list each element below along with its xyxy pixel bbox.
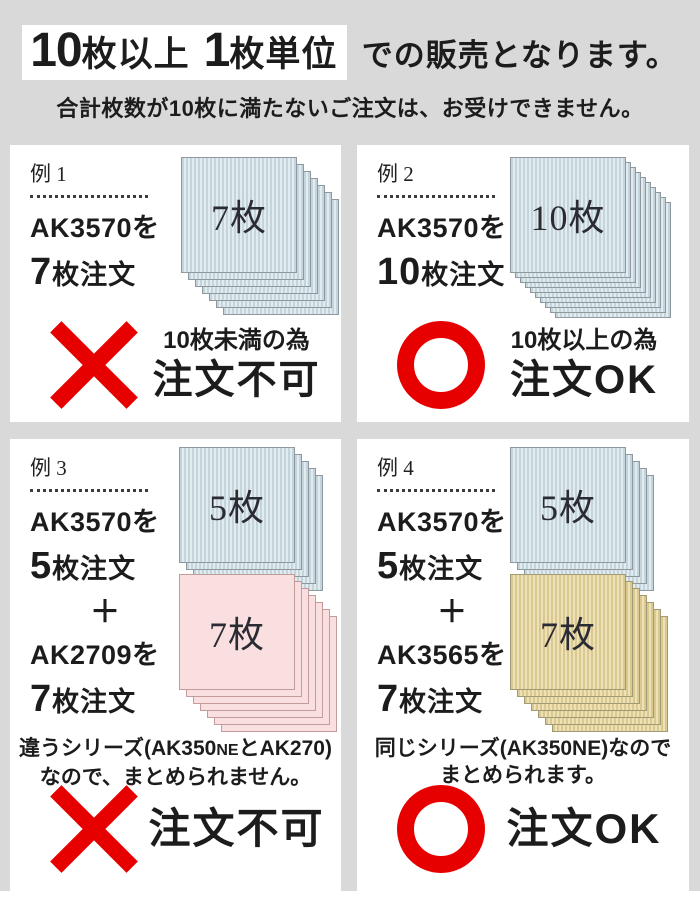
example-4-order: AK3570を 5枚注文 ＋ AK3565を 7枚注文 xyxy=(377,501,689,725)
sheet-count-label: 7枚 xyxy=(208,615,265,655)
product-code: AK2709を xyxy=(30,640,160,670)
example-3-label: 例 3 xyxy=(30,452,148,492)
verdict-text: 注文不可 xyxy=(138,805,335,853)
verdict-text: 注文OK xyxy=(485,805,683,853)
example-1-order: AK3570を 7枚注文 xyxy=(30,207,341,298)
subtitle: 合計枚数が10枚に満たないご注文は、お受けできません。 xyxy=(56,96,644,121)
verdict-reason: 10枚未満の為 xyxy=(163,327,310,354)
step-quantity-number: 1 xyxy=(203,24,231,77)
step-quantity-unit: 枚単位 xyxy=(229,35,338,74)
example-4-verdict: 注文OK xyxy=(371,785,683,873)
sheet-stack: 7枚 xyxy=(510,574,668,732)
verdict-text: 10枚未満の為 注文不可 xyxy=(138,326,335,404)
sheet-count-label: 5枚 xyxy=(208,488,265,528)
product-code: AK3570を xyxy=(377,507,507,537)
example-4-panel: 例 4 AK3570を 5枚注文 ＋ AK3565を 7枚注文 5枚 7枚 同じ… xyxy=(357,439,689,891)
min-quantity-unit: 枚以上 xyxy=(81,35,190,74)
verdict-result: 注文不可 xyxy=(148,805,325,852)
example-1-panel: 例 1 AK3570を 7枚注文 7枚 10枚未満の為 注文不可 xyxy=(10,145,341,422)
example-4-label: 例 4 xyxy=(377,452,495,492)
example-3-panel: 例 3 AK3570を 5枚注文 ＋ AK2709を 7枚注文 5枚 7枚 違う… xyxy=(10,439,341,891)
sheet-count-label: 5枚 xyxy=(539,488,596,528)
sheet-stack: 7枚 xyxy=(179,574,337,732)
product-code: AK3565を xyxy=(377,640,507,670)
sheet-stack: 5枚 xyxy=(510,447,654,591)
examples-grid: 例 1 AK3570を 7枚注文 7枚 10枚未満の為 注文不可 例 2 AK3… xyxy=(10,145,690,891)
product-code: AK3570を xyxy=(30,213,160,243)
example-3-order: AK3570を 5枚注文 ＋ AK2709を 7枚注文 xyxy=(30,501,341,725)
circle-mark-icon xyxy=(397,321,485,409)
order-quantity: 7枚注文 xyxy=(377,678,484,720)
example-1-verdict: 10枚未満の為 注文不可 xyxy=(24,321,335,409)
order-quantity: 5枚注文 xyxy=(30,545,137,587)
order-quantity: 7枚注文 xyxy=(30,678,137,720)
product-code: AK3570を xyxy=(30,507,160,537)
example-2-verdict: 10枚以上の為 注文OK xyxy=(371,321,683,409)
verdict-result: 注文OK xyxy=(506,805,662,852)
cross-mark-icon xyxy=(50,321,138,409)
plus-sign: ＋ xyxy=(437,596,467,629)
product-code: AK3570を xyxy=(377,213,507,243)
plus-sign: ＋ xyxy=(90,596,120,629)
order-quantity: 5枚注文 xyxy=(377,545,484,587)
verdict-result: 注文OK xyxy=(510,358,658,402)
order-quantity: 7枚注文 xyxy=(30,251,137,293)
example-3-note: 違うシリーズ(AK350NEとAK270) なので、まとめられません。 xyxy=(19,737,332,789)
sheet-stack: 7枚 xyxy=(181,157,339,315)
order-quantity: 10枚注文 xyxy=(377,251,506,293)
example-1-label: 例 1 xyxy=(30,158,148,198)
title-highlight-box: 10 枚以上 1 枚単位 xyxy=(22,24,348,80)
title-suffix: での販売となります。 xyxy=(361,38,678,73)
sales-rule-infographic: 10 枚以上 1 枚単位 での販売となります。 合計枚数が10枚に満たないご注文… xyxy=(0,0,700,891)
verdict-reason: 10枚以上の為 xyxy=(510,327,658,354)
header: 10 枚以上 1 枚単位 での販売となります。 合計枚数が10枚に満たないご注文… xyxy=(0,0,700,123)
sheet-stack: 5枚 xyxy=(179,447,323,591)
sheet-count-label: 10枚 xyxy=(530,198,606,238)
example-2-panel: 例 2 AK3570を 10枚注文 10枚 10枚以上の為 注文OK xyxy=(357,145,689,422)
verdict-result: 注文不可 xyxy=(152,358,321,402)
sheet-stack: 10枚 xyxy=(510,157,671,318)
min-quantity-number: 10 xyxy=(30,24,82,77)
circle-mark-icon xyxy=(397,785,485,873)
sheet-count-label: 7枚 xyxy=(539,615,596,655)
page-title: 10 枚以上 1 枚単位 での販売となります。 xyxy=(0,25,700,80)
sheet-count-label: 7枚 xyxy=(210,198,267,238)
cross-mark-icon xyxy=(50,785,138,873)
example-3-verdict: 注文不可 xyxy=(24,785,335,873)
example-2-label: 例 2 xyxy=(377,158,495,198)
example-4-note: 同じシリーズ(AK350NE)なので まとめられます。 xyxy=(374,737,672,787)
verdict-text: 10枚以上の為 注文OK xyxy=(485,326,683,404)
example-2-order: AK3570を 10枚注文 xyxy=(377,207,689,298)
